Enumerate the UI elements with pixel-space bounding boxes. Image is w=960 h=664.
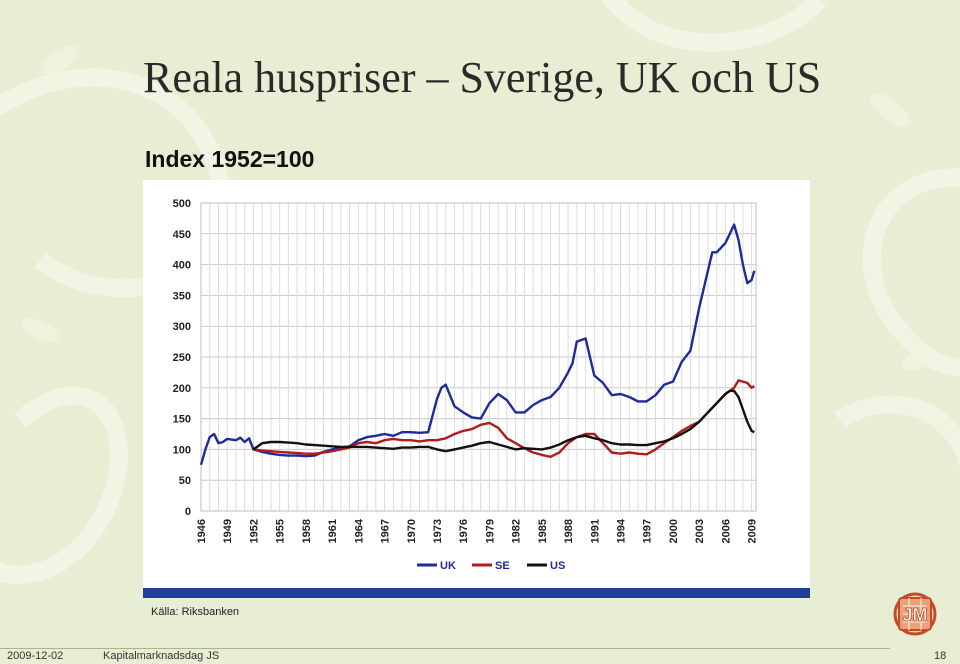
x-tick-label: 1967 [380, 519, 392, 543]
jm-logo-icon: JM [893, 592, 937, 636]
y-tick-label: 50 [179, 475, 191, 487]
slide-title: Reala huspriser – Sverige, UK och US [143, 53, 822, 102]
source-note: Källa: Riksbanken [151, 606, 240, 618]
series-line-se [253, 379, 755, 458]
x-tick-label: 2009 [747, 519, 759, 543]
chart-title: Index 1952=100 [145, 146, 315, 172]
x-tick-label: 2006 [720, 519, 732, 543]
y-tick-label: 500 [173, 198, 191, 210]
y-tick-label: 100 [173, 444, 191, 456]
footer-date: 2009-12-02 [7, 650, 64, 662]
svg-text:JM: JM [902, 605, 927, 625]
y-tick-label: 400 [173, 260, 191, 272]
y-tick-label: 150 [173, 414, 191, 426]
y-tick-label: 200 [173, 383, 191, 395]
chart-panel: 0 50 100 150 200 250 300 350 400 450 500 1946 1949 1… [143, 180, 810, 588]
chart-legend: UK SE US [417, 560, 565, 572]
legend-label-se: SE [495, 560, 510, 572]
x-axis-ticks: 1946 1949 1952 1955 1958 1961 1964 1967 1970 1973… [196, 518, 759, 543]
footer-event: Kapitalmarknadsdag JS [103, 650, 220, 662]
x-tick-label: 1976 [458, 519, 470, 543]
y-tick-label: 450 [173, 229, 191, 241]
series-line-uk [199, 223, 756, 466]
x-tick-label: 1952 [248, 519, 260, 543]
x-tick-label: 1988 [563, 519, 575, 543]
x-tick-label: 1979 [484, 519, 496, 543]
x-tick-label: 1997 [642, 519, 654, 543]
accent-bar [143, 588, 810, 598]
x-tick-label: 1961 [327, 519, 339, 543]
x-tick-label: 2000 [668, 519, 680, 543]
x-tick-label: 1949 [222, 519, 234, 543]
x-tick-label: 1970 [406, 519, 418, 543]
series-line-us [252, 389, 755, 453]
x-tick-label: 1982 [511, 519, 523, 543]
x-tick-label: 1958 [301, 519, 313, 543]
x-tick-label: 1991 [589, 519, 601, 543]
legend-label-us: US [550, 560, 565, 572]
y-tick-label: 350 [173, 290, 191, 302]
plot-frame [200, 202, 757, 512]
footer-divider [0, 648, 890, 649]
x-tick-label: 1964 [353, 518, 365, 543]
x-tick-label: 1946 [196, 519, 208, 543]
x-tick-label: 1973 [432, 519, 444, 543]
y-tick-label: 300 [173, 321, 191, 333]
x-tick-label: 1985 [537, 519, 549, 543]
x-tick-label: 2003 [694, 519, 706, 543]
x-tick-label: 1994 [616, 518, 628, 543]
page-number: 18 [934, 650, 947, 662]
x-tick-label: 1955 [275, 519, 287, 543]
chart-grid [200, 202, 757, 512]
y-tick-label: 0 [185, 506, 191, 518]
legend-label-uk: UK [440, 560, 456, 572]
y-axis-ticks: 0 50 100 150 200 250 300 350 400 450 500 [173, 198, 191, 518]
chart-series [199, 223, 756, 466]
y-tick-label: 250 [173, 352, 191, 364]
